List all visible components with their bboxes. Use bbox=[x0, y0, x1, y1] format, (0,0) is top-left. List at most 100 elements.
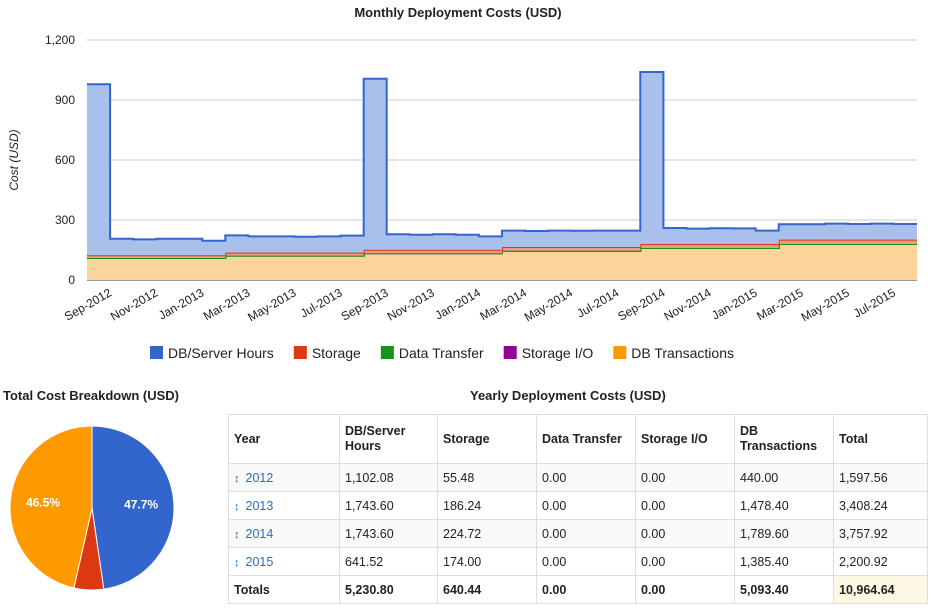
legend-label: Storage bbox=[312, 345, 361, 361]
cell-storage-io: 0.00 bbox=[635, 463, 735, 492]
legend-swatch bbox=[503, 346, 517, 359]
x-tick-label: Nov-2014 bbox=[661, 285, 713, 323]
year-link[interactable]: 2014 bbox=[245, 526, 274, 541]
cell-db-transactions: 1,385.40 bbox=[734, 547, 834, 576]
header-db-server-hours[interactable]: DB/Server Hours bbox=[339, 414, 438, 464]
cell-total: 3,408.24 bbox=[833, 491, 928, 520]
yearly-costs-table: Year DB/Server Hours Storage Data Transf… bbox=[228, 414, 928, 604]
cell-storage: 55.48 bbox=[437, 463, 537, 492]
expand-toggle-icon[interactable]: ↕ bbox=[234, 556, 240, 569]
x-tick-label: Mar-2014 bbox=[478, 285, 530, 323]
table-row: ↕ 2015 641.52 174.00 0.00 0.00 1,385.40 2,200.9… bbox=[228, 547, 928, 576]
table-header-row: Year DB/Server Hours Storage Data Transf… bbox=[228, 414, 928, 464]
pie-slice-label: 47.7% bbox=[124, 498, 158, 512]
x-tick-label: Jul-2014 bbox=[574, 285, 621, 320]
legend-swatch bbox=[380, 346, 394, 359]
x-tick-label: Sep-2014 bbox=[615, 285, 667, 323]
cell-db-transactions: 1,789.60 bbox=[734, 519, 834, 548]
y-tick-label: 0 bbox=[68, 273, 75, 287]
legend-item[interactable]: DB Transactions bbox=[613, 345, 734, 361]
cell-data-transfer: 0.00 bbox=[536, 519, 636, 548]
chart-title: Monthly Deployment Costs (USD) bbox=[354, 5, 561, 20]
legend-swatch bbox=[613, 346, 627, 359]
cell-db-server-hours: 1,743.60 bbox=[339, 519, 438, 548]
cell-year[interactable]: ↕ 2012 bbox=[228, 463, 340, 492]
legend-item[interactable]: Storage I/O bbox=[503, 345, 594, 361]
pie-title: Total Cost Breakdown (USD) bbox=[3, 388, 179, 403]
x-tick-label: Nov-2012 bbox=[108, 285, 160, 323]
cell-year[interactable]: ↕ 2014 bbox=[228, 519, 340, 548]
area-db-server-hours bbox=[87, 72, 917, 256]
expand-toggle-icon[interactable]: ↕ bbox=[234, 500, 240, 513]
x-tick-label: Mar-2015 bbox=[754, 285, 806, 323]
totals-label: Totals bbox=[228, 575, 340, 604]
table-title: Yearly Deployment Costs (USD) bbox=[470, 388, 666, 403]
pie-slice-db-server-hours bbox=[91, 425, 175, 590]
x-tick-label: Jul-2013 bbox=[298, 285, 345, 320]
cell-db-transactions: 1,478.40 bbox=[734, 491, 834, 520]
cell-storage: 174.00 bbox=[437, 547, 537, 576]
monthly-cost-chart: Monthly Deployment Costs (USD) 0 300 600 900… bbox=[7, 5, 917, 361]
x-tick-label: Sep-2013 bbox=[339, 285, 391, 323]
y-tick-label: 600 bbox=[55, 153, 75, 167]
cell-year[interactable]: ↕ 2013 bbox=[228, 491, 340, 520]
header-total[interactable]: Total bbox=[833, 414, 928, 464]
total-data-transfer: 0.00 bbox=[536, 575, 636, 604]
header-storage-io[interactable]: Storage I/O bbox=[635, 414, 735, 464]
legend-item[interactable]: DB/Server Hours bbox=[150, 345, 274, 361]
cell-db-server-hours: 1,102.08 bbox=[339, 463, 438, 492]
x-tick-label: May-2014 bbox=[522, 285, 575, 324]
x-tick-label: Jan-2015 bbox=[709, 285, 760, 322]
y-axis-label: Cost (USD) bbox=[7, 129, 21, 190]
cell-data-transfer: 0.00 bbox=[536, 547, 636, 576]
header-year[interactable]: Year bbox=[228, 414, 340, 464]
table-row: ↕ 2013 1,743.60 186.24 0.00 0.00 1,478.40 3,408… bbox=[228, 491, 928, 520]
totals-row: Totals 5,230.80 640.44 0.00 0.00 5,093.40 10,9… bbox=[228, 575, 928, 604]
x-tick-label: Sep-2012 bbox=[62, 285, 114, 323]
cell-total: 1,597.56 bbox=[833, 463, 928, 492]
cell-total: 3,757.92 bbox=[833, 519, 928, 548]
header-storage[interactable]: Storage bbox=[437, 414, 537, 464]
cell-db-server-hours: 641.52 bbox=[339, 547, 438, 576]
header-db-transactions[interactable]: DB Transactions bbox=[734, 414, 834, 464]
total-db-transactions: 5,093.40 bbox=[734, 575, 834, 604]
line-db-server-hours bbox=[87, 71, 917, 242]
cell-total: 2,200.92 bbox=[833, 547, 928, 576]
cell-storage: 224.72 bbox=[437, 519, 537, 548]
legend-swatch bbox=[150, 346, 163, 359]
x-tick-label: Jan-2014 bbox=[433, 285, 484, 322]
cell-data-transfer: 0.00 bbox=[536, 463, 636, 492]
cell-data-transfer: 0.00 bbox=[536, 491, 636, 520]
x-tick-label: Jan-2013 bbox=[156, 285, 207, 322]
header-data-transfer[interactable]: Data Transfer bbox=[536, 414, 636, 464]
legend-label: DB Transactions bbox=[631, 345, 734, 361]
x-tick-label: Mar-2013 bbox=[201, 285, 253, 323]
year-link[interactable]: 2013 bbox=[245, 498, 274, 513]
cell-db-server-hours: 1,743.60 bbox=[339, 491, 438, 520]
cell-storage-io: 0.00 bbox=[635, 519, 735, 548]
year-link[interactable]: 2012 bbox=[245, 470, 274, 485]
x-tick-label: Nov-2013 bbox=[385, 285, 437, 323]
expand-toggle-icon[interactable]: ↕ bbox=[234, 472, 240, 485]
legend-item[interactable]: Data Transfer bbox=[380, 345, 484, 361]
pie-slice-label: 46.5% bbox=[26, 496, 60, 510]
table-row: ↕ 2014 1,743.60 224.72 0.00 0.00 1,789.60 3,757… bbox=[228, 519, 928, 548]
legend-label: DB/Server Hours bbox=[168, 345, 274, 361]
legend-label: Storage I/O bbox=[522, 345, 594, 361]
cell-year[interactable]: ↕ 2015 bbox=[228, 547, 340, 576]
total-storage: 640.44 bbox=[437, 575, 537, 604]
legend-swatch bbox=[293, 346, 307, 359]
total-db-server-hours: 5,230.80 bbox=[339, 575, 438, 604]
cost-breakdown-pie: 47.7% 46.5% bbox=[9, 425, 175, 591]
x-tick-label: May-2015 bbox=[799, 285, 852, 324]
legend-item[interactable]: Storage bbox=[293, 345, 361, 361]
total-storage-io: 0.00 bbox=[635, 575, 735, 604]
x-tick-label: Jul-2015 bbox=[851, 285, 898, 320]
cell-storage-io: 0.00 bbox=[635, 547, 735, 576]
y-tick-label: 900 bbox=[55, 93, 75, 107]
expand-toggle-icon[interactable]: ↕ bbox=[234, 528, 240, 541]
total-total: 10,964.64 bbox=[833, 575, 928, 604]
year-link[interactable]: 2015 bbox=[245, 554, 274, 569]
y-tick-label: 300 bbox=[55, 213, 75, 227]
area-db-transactions bbox=[87, 244, 917, 280]
